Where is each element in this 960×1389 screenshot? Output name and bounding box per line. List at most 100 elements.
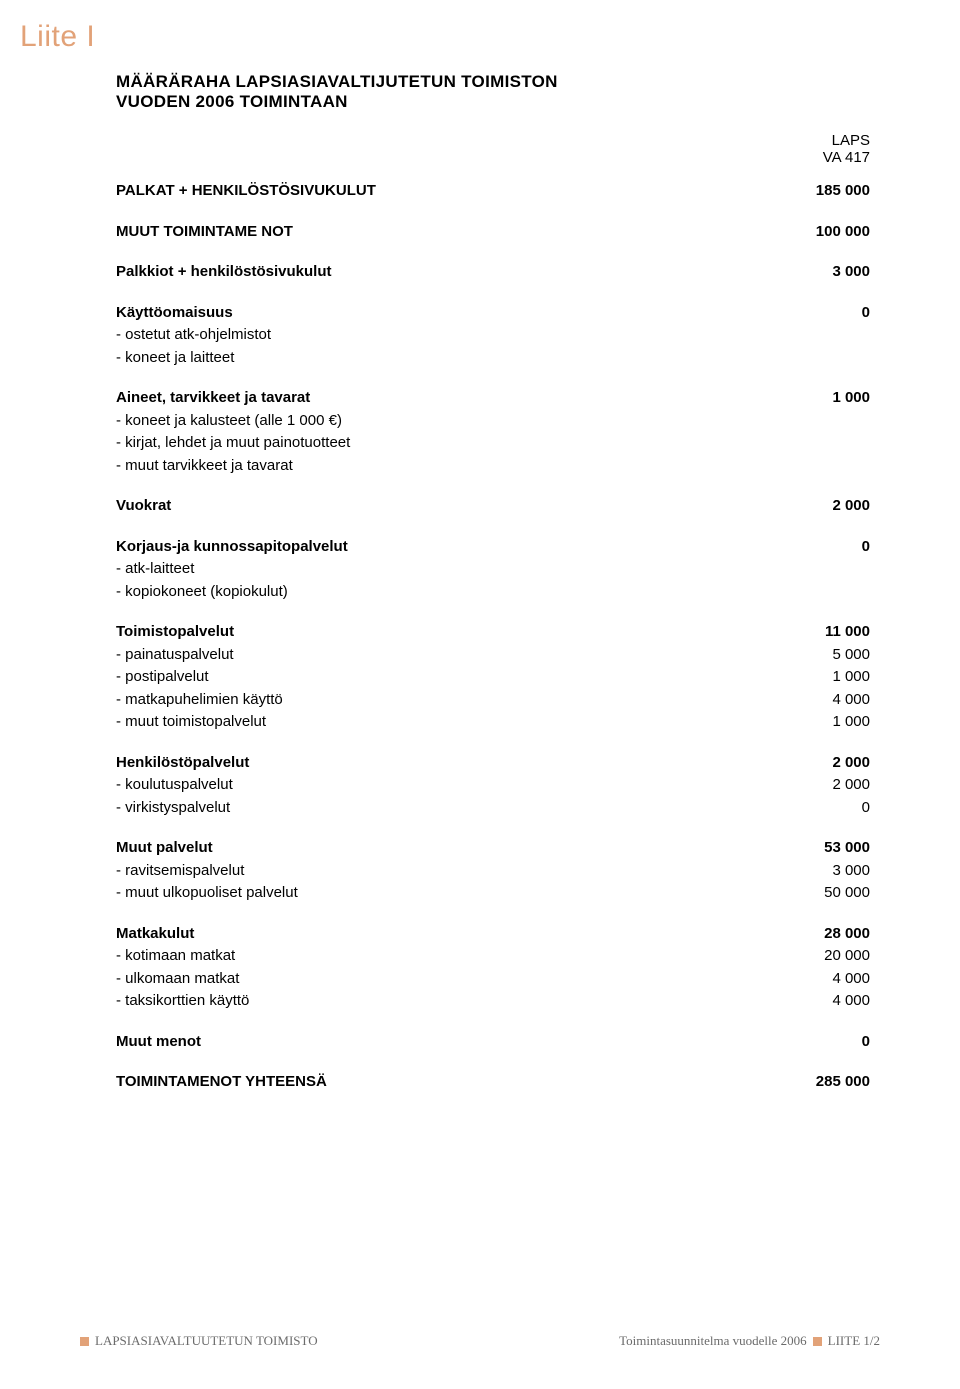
budget-row: Matkakulut28 000: [116, 923, 870, 946]
row-label: - kopiokoneet (kopiokulut): [116, 581, 750, 604]
row-label: - postipalvelut: [116, 666, 750, 689]
page: Liite I MÄÄRÄRAHA LAPSIASIAVALTIJUTETUN …: [0, 0, 960, 1389]
row-label: Muut palvelut: [116, 837, 750, 860]
budget-subrow: - kopiokoneet (kopiokulut): [116, 581, 870, 604]
budget-section: Aineet, tarvikkeet ja tavarat1 000- kone…: [116, 387, 870, 477]
budget-subrow: - ostetut atk-ohjelmistot: [116, 324, 870, 347]
budget-subrow: - matkapuhelimien käyttö4 000: [116, 689, 870, 712]
budget-row: Käyttöomaisuus0: [116, 302, 870, 325]
budget-section: Käyttöomaisuus0- ostetut atk-ohjelmistot…: [116, 302, 870, 370]
budget-row: Palkkiot + henkilöstösivukulut3 000: [116, 261, 870, 284]
row-value: 3 000: [750, 860, 870, 883]
row-value: 50 000: [750, 882, 870, 905]
row-label: Palkkiot + henkilöstösivukulut: [116, 261, 750, 284]
row-value: 2 000: [750, 495, 870, 518]
budget-subrow: - ulkomaan matkat4 000: [116, 968, 870, 991]
footer-right-text-2: LIITE 1/2: [828, 1333, 880, 1349]
budget-subrow: - koneet ja kalusteet (alle 1 000 €): [116, 410, 870, 433]
row-value: 0: [750, 1031, 870, 1054]
row-value: 1 000: [750, 387, 870, 410]
row-label: Matkakulut: [116, 923, 750, 946]
row-label: - koneet ja kalusteet (alle 1 000 €): [116, 410, 750, 433]
row-label: - atk-laitteet: [116, 558, 750, 581]
budget-section: Palkkiot + henkilöstösivukulut3 000: [116, 261, 870, 284]
budget-row: Vuokrat2 000: [116, 495, 870, 518]
row-label: - kirjat, lehdet ja muut painotuotteet: [116, 432, 750, 455]
row-label: - koneet ja laitteet: [116, 347, 750, 370]
column-header-line-2: VA 417: [750, 149, 870, 166]
row-value: 5 000: [750, 644, 870, 667]
footer-left: LAPSIASIAVALTUUTETUN TOIMISTO: [80, 1333, 318, 1349]
budget-row: TOIMINTAMENOT YHTEENSÄ285 000: [116, 1071, 870, 1094]
row-label: - taksikorttien käyttö: [116, 990, 750, 1013]
budget-subrow: - kotimaan matkat20 000: [116, 945, 870, 968]
budget-row: Muut menot0: [116, 1031, 870, 1054]
budget-row: Toimistopalvelut11 000: [116, 621, 870, 644]
budget-section: TOIMINTAMENOT YHTEENSÄ285 000: [116, 1071, 870, 1094]
budget-section: Muut menot0: [116, 1031, 870, 1054]
document-title: MÄÄRÄRAHA LAPSIASIAVALTIJUTETUN TOIMISTO…: [116, 72, 870, 112]
row-label: PALKAT + HENKILÖSTÖSIVUKULUT: [116, 180, 750, 203]
row-value: 4 000: [750, 990, 870, 1013]
row-value: 4 000: [750, 968, 870, 991]
row-label: - painatuspalvelut: [116, 644, 750, 667]
budget-subrow: - muut tarvikkeet ja tavarat: [116, 455, 870, 478]
budget-subrow: - atk-laitteet: [116, 558, 870, 581]
row-label: - koulutuspalvelut: [116, 774, 750, 797]
row-label: - kotimaan matkat: [116, 945, 750, 968]
budget-subrow: - painatuspalvelut5 000: [116, 644, 870, 667]
budget-section: Matkakulut28 000- kotimaan matkat20 000-…: [116, 923, 870, 1013]
budget-subrow: - muut toimistopalvelut1 000: [116, 711, 870, 734]
row-label: Henkilöstöpalvelut: [116, 752, 750, 775]
budget-subrow: - postipalvelut1 000: [116, 666, 870, 689]
row-value: 4 000: [750, 689, 870, 712]
footer-right: Toimintasuunnitelma vuodelle 2006 LIITE …: [619, 1333, 880, 1349]
budget-subrow: - koneet ja laitteet: [116, 347, 870, 370]
budget-section: PALKAT + HENKILÖSTÖSIVUKULUT185 000: [116, 180, 870, 203]
row-value: 285 000: [750, 1071, 870, 1094]
row-value: 11 000: [750, 621, 870, 644]
budget-table: PALKAT + HENKILÖSTÖSIVUKULUT185 000MUUT …: [116, 180, 870, 1094]
row-value: 0: [750, 302, 870, 325]
budget-subrow: - koulutuspalvelut2 000: [116, 774, 870, 797]
row-value: 100 000: [750, 221, 870, 244]
budget-row: PALKAT + HENKILÖSTÖSIVUKULUT185 000: [116, 180, 870, 203]
row-label: Vuokrat: [116, 495, 750, 518]
row-label: - ravitsemispalvelut: [116, 860, 750, 883]
row-label: - matkapuhelimien käyttö: [116, 689, 750, 712]
row-label: Käyttöomaisuus: [116, 302, 750, 325]
budget-subrow: - ravitsemispalvelut3 000: [116, 860, 870, 883]
budget-section: Henkilöstöpalvelut2 000- koulutuspalvelu…: [116, 752, 870, 820]
row-label: - ostetut atk-ohjelmistot: [116, 324, 750, 347]
row-label: Toimistopalvelut: [116, 621, 750, 644]
row-value: 185 000: [750, 180, 870, 203]
content-area: MÄÄRÄRAHA LAPSIASIAVALTIJUTETUN TOIMISTO…: [80, 72, 880, 1303]
budget-row: MUUT TOIMINTAME NOT100 000: [116, 221, 870, 244]
row-value: 2 000: [750, 774, 870, 797]
budget-section: Vuokrat2 000: [116, 495, 870, 518]
budget-subrow: - kirjat, lehdet ja muut painotuotteet: [116, 432, 870, 455]
row-label: - muut tarvikkeet ja tavarat: [116, 455, 750, 478]
row-value: 0: [750, 536, 870, 559]
budget-section: Korjaus-ja kunnossapitopalvelut0- atk-la…: [116, 536, 870, 604]
budget-row: Muut palvelut53 000: [116, 837, 870, 860]
budget-subrow: - taksikorttien käyttö4 000: [116, 990, 870, 1013]
row-label: MUUT TOIMINTAME NOT: [116, 221, 750, 244]
row-value: 1 000: [750, 711, 870, 734]
row-value: 0: [750, 797, 870, 820]
row-value: 2 000: [750, 752, 870, 775]
budget-row: Aineet, tarvikkeet ja tavarat1 000: [116, 387, 870, 410]
appendix-label: Liite I: [20, 20, 880, 54]
row-label: - ulkomaan matkat: [116, 968, 750, 991]
budget-subrow: - virkistyspalvelut0: [116, 797, 870, 820]
square-icon: [80, 1337, 89, 1346]
row-label: Korjaus-ja kunnossapitopalvelut: [116, 536, 750, 559]
row-label: Aineet, tarvikkeet ja tavarat: [116, 387, 750, 410]
title-line-1: MÄÄRÄRAHA LAPSIASIAVALTIJUTETUN TOIMISTO…: [116, 72, 870, 92]
footer-left-text: LAPSIASIAVALTUUTETUN TOIMISTO: [95, 1333, 318, 1349]
budget-section: Toimistopalvelut11 000- painatuspalvelut…: [116, 621, 870, 734]
row-label: - virkistyspalvelut: [116, 797, 750, 820]
row-value: 1 000: [750, 666, 870, 689]
footer-right-text-1: Toimintasuunnitelma vuodelle 2006: [619, 1333, 807, 1349]
budget-subrow: - muut ulkopuoliset palvelut50 000: [116, 882, 870, 905]
